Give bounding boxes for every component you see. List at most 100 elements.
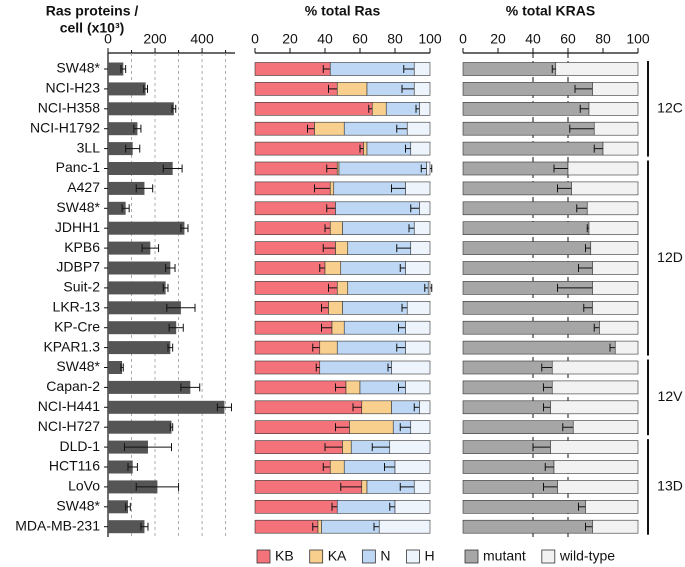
bar-segment bbox=[426, 161, 431, 176]
bar-segment bbox=[592, 281, 639, 295]
x-tick-label: 20 bbox=[282, 31, 298, 47]
bar-segment bbox=[254, 400, 363, 415]
bar-segment bbox=[462, 400, 551, 415]
bar-segment bbox=[599, 320, 639, 335]
category-label: KP-Cre bbox=[54, 318, 100, 334]
bar-segment bbox=[462, 499, 586, 514]
category-label: NCI-H358 bbox=[38, 100, 100, 116]
bar-segment bbox=[336, 499, 396, 514]
bar bbox=[108, 361, 123, 374]
bar-segment bbox=[254, 499, 338, 514]
category-label: JDHH1 bbox=[55, 219, 100, 235]
bar-segment bbox=[592, 82, 639, 96]
bar-segment bbox=[550, 440, 639, 454]
category-label: NCI-H441 bbox=[38, 398, 100, 414]
x-tick-label: 200 bbox=[143, 31, 167, 47]
category-label: SW48* bbox=[56, 498, 100, 514]
category-label: 3LL bbox=[77, 139, 101, 155]
category-label: SW48* bbox=[56, 60, 100, 76]
x-tick-label: 40 bbox=[317, 31, 333, 47]
bar-segment bbox=[462, 161, 569, 176]
x-tick-label: 100 bbox=[418, 31, 442, 47]
bar-segment bbox=[254, 460, 331, 474]
category-label: JDBP7 bbox=[56, 259, 100, 275]
bar bbox=[108, 500, 128, 514]
bar-segment bbox=[345, 380, 361, 395]
bar bbox=[108, 480, 158, 494]
category-label: Suit-2 bbox=[63, 279, 100, 295]
category-label: HCT116 bbox=[49, 458, 100, 474]
bar-segment bbox=[462, 340, 616, 355]
bar-segment bbox=[328, 300, 343, 315]
bar bbox=[108, 201, 126, 215]
x-tick-label: 0 bbox=[251, 31, 259, 47]
bar-segment bbox=[254, 360, 321, 375]
bar-segment bbox=[406, 300, 431, 315]
bar-segment bbox=[335, 201, 420, 216]
bar-segment bbox=[590, 241, 639, 255]
bar-segment bbox=[329, 62, 415, 76]
bar-segment bbox=[462, 460, 555, 474]
x-tick-label: 40 bbox=[525, 31, 541, 47]
x-tick-label: 400 bbox=[190, 31, 214, 47]
bar-segment bbox=[602, 141, 639, 156]
category-label: NCI-H1792 bbox=[30, 119, 100, 135]
bar-segment bbox=[551, 380, 639, 395]
bar-segment bbox=[336, 340, 406, 355]
group-label: 13D bbox=[657, 478, 683, 494]
bar-segment bbox=[588, 221, 639, 235]
bar-segment bbox=[314, 121, 345, 136]
bar-segment bbox=[254, 320, 333, 335]
bar-segment bbox=[406, 121, 431, 136]
category-label: KPAR1.3 bbox=[43, 338, 100, 354]
bar-segment bbox=[462, 181, 572, 196]
bar-segment bbox=[317, 519, 322, 534]
legend-label: H bbox=[425, 548, 435, 564]
legend-label: KA bbox=[328, 548, 347, 564]
bar-segment bbox=[254, 121, 315, 136]
bar-segment bbox=[592, 261, 639, 275]
bar-segment bbox=[254, 102, 373, 116]
bar-segment bbox=[254, 519, 319, 534]
bar-segment bbox=[572, 420, 639, 435]
bar-segment bbox=[462, 141, 604, 156]
bar bbox=[108, 341, 171, 355]
bar-segment bbox=[324, 261, 342, 275]
bar-segment bbox=[419, 102, 431, 116]
bar bbox=[108, 82, 146, 96]
bar-segment bbox=[336, 82, 368, 96]
bar-segment bbox=[336, 281, 349, 295]
bar bbox=[108, 420, 172, 434]
category-label: LKR-13 bbox=[53, 299, 101, 315]
bar-segment bbox=[254, 201, 336, 216]
category-label: NCI-H23 bbox=[46, 80, 101, 96]
bar-segment bbox=[586, 201, 639, 216]
bar-segment bbox=[342, 221, 415, 235]
legend-swatch bbox=[361, 549, 376, 564]
bar-segment bbox=[462, 360, 553, 375]
bar-segment bbox=[361, 480, 368, 494]
bar-segment bbox=[413, 221, 431, 235]
x-tick-label: 80 bbox=[387, 31, 403, 47]
bar-segment bbox=[319, 340, 338, 355]
bar bbox=[108, 62, 124, 76]
bar-segment bbox=[254, 261, 326, 275]
category-label: Capan-2 bbox=[46, 378, 100, 394]
bar-segment bbox=[349, 420, 394, 435]
bar-segment bbox=[254, 380, 347, 395]
legend-swatch bbox=[464, 549, 479, 564]
category-label: A427 bbox=[67, 179, 100, 195]
group-label: 12D bbox=[657, 249, 683, 265]
bar-segment bbox=[410, 141, 431, 156]
x-tick-label: 100 bbox=[626, 31, 650, 47]
bar-segment bbox=[567, 161, 639, 176]
bar-segment bbox=[254, 340, 321, 355]
x-tick-label: 20 bbox=[490, 31, 506, 47]
panel-title: % total KRAS bbox=[506, 3, 595, 19]
legend-swatch bbox=[256, 549, 271, 564]
bar-segment bbox=[413, 480, 431, 494]
bar-segment bbox=[347, 281, 429, 295]
category-label: SW48* bbox=[56, 358, 100, 374]
bar-segment bbox=[361, 400, 392, 415]
bar bbox=[108, 301, 181, 315]
